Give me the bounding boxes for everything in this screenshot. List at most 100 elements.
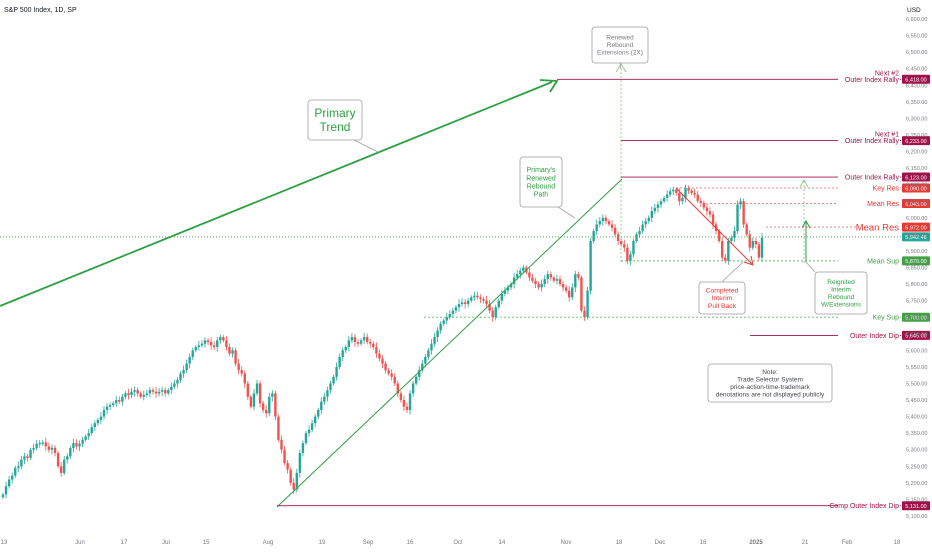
level-label-bg [838,182,900,193]
candle-body [10,475,14,480]
candle-body [23,456,26,460]
candle [249,394,253,409]
candle-body [598,221,601,225]
candle-body [139,393,142,397]
candle [219,334,222,344]
candle [705,202,709,216]
candle [430,339,433,355]
candle-body [344,347,347,351]
candle [35,440,38,451]
candle [564,285,568,294]
candle [528,268,531,282]
candle [200,340,204,348]
renewed-rebound-path-line[interactable] [276,178,623,508]
pullback-line[interactable] [675,187,753,265]
price-level[interactable]: 5,972.00 Mean Res [766,222,930,234]
candle-body [347,340,351,348]
price-tick-label: 5,700.00 [906,315,927,321]
candle [338,353,341,370]
candle-body [454,307,458,311]
price-level[interactable]: 5,700.00 Key Sup [424,312,930,323]
price-level[interactable]: 5,131.00 Comp Outer Index Dip [277,500,930,511]
candle [399,391,403,403]
candle [75,439,78,450]
candle [757,241,761,261]
candle-body [632,240,635,255]
candle [157,387,161,397]
candle-body [665,194,669,198]
candle-body [258,383,262,404]
candle [427,348,430,360]
candle-body [681,197,684,202]
candle-body [708,211,712,215]
candle-body [255,383,259,394]
price-level[interactable]: 5,870.00 Mean Sup [621,255,930,266]
renewed-path-callout-pointer [557,206,576,219]
candle-body [99,416,103,420]
candle [78,440,81,452]
level-label: Mean Sup [867,258,899,265]
candle [286,460,289,474]
primary-trend-line[interactable] [0,81,553,307]
price-level[interactable]: 5,942.46 [0,232,930,242]
candle [623,239,626,252]
price-tick-label: 5,850.00 [906,266,927,272]
trendlines-group [0,63,811,508]
candle-body [246,383,250,397]
candle-body [350,337,354,341]
candle-body [90,427,93,434]
candle [402,395,406,411]
candle-body [317,409,320,417]
price-tick-label: 6,300.00 [906,116,927,122]
candle [696,190,699,204]
price-level[interactable]: 6,043.00 Mean Res [710,198,930,209]
price-axis[interactable]: 5,100.00 5,150.00 5,200.00 5,250.00 5,300.00… [906,17,927,520]
candle-body [457,303,461,308]
level-label-bg [838,135,900,146]
price-level[interactable]: 6,090.00 Key Res [676,182,930,193]
candle-body [500,294,504,301]
candle-body [424,356,427,364]
time-tick-label: Dec [655,540,666,546]
candle [454,304,458,314]
price-level[interactable]: 5,645.00 Outer Index Dip [750,330,930,341]
level-price-text: 6,043.00 [905,202,926,208]
candle [571,283,574,301]
candle [372,341,375,350]
note-callout-box [707,363,833,403]
candle [359,338,363,346]
candle [580,275,583,313]
candle [353,333,357,347]
candle-body [430,343,433,351]
candle-body [228,347,231,354]
price-tick-label: 5,450.00 [906,398,927,404]
candle [577,271,580,281]
candle-body [182,370,185,374]
level-label-bg [838,255,900,266]
candle [365,333,369,345]
note-callout[interactable]: Note:Trade Selector Systemprice-action-t… [707,363,833,403]
level-label-bg [838,74,900,85]
time-tick-label: 17 [121,540,128,546]
candle-body [136,390,139,394]
candle-body [555,279,559,281]
level-price-tag [902,136,930,146]
candle [56,451,60,469]
candle-body [451,310,455,314]
candle [283,446,286,466]
time-axis[interactable]: 13 Jun 17 Jul 15 Aug 19 Sep 16 Oct 14 Nov 18 Dec 16 202… [1,540,901,546]
candle-body [702,202,706,208]
price-level[interactable]: 6,123.00 Outer Index Rally [621,172,930,183]
candle [378,349,381,362]
time-tick-label: 16 [700,540,707,546]
candle-body [356,342,360,344]
